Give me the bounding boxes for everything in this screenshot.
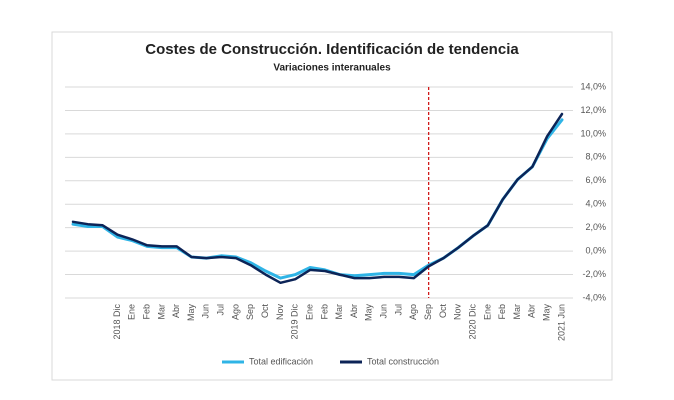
x-tick-label: Jul bbox=[216, 304, 226, 316]
x-tick-label: 2018 Dic bbox=[112, 304, 122, 340]
x-tick-label: Nov bbox=[453, 304, 463, 321]
x-tick-label: Nov bbox=[275, 304, 285, 321]
x-tick-label: Abr bbox=[527, 304, 537, 318]
x-tick-label: Ene bbox=[482, 304, 492, 320]
y-tick-label: 14,0% bbox=[580, 81, 606, 91]
x-tick-label: Oct bbox=[260, 304, 270, 319]
x-tick-label: Ene bbox=[127, 304, 137, 320]
x-tick-label: Feb bbox=[497, 304, 507, 320]
chart-frame bbox=[51, 31, 613, 381]
line-series bbox=[71, 112, 564, 285]
x-tick-label: Mar bbox=[156, 304, 166, 320]
x-tick-label: Ene bbox=[304, 304, 314, 320]
x-tick-label: Sep bbox=[423, 304, 433, 320]
x-tick-label: Abr bbox=[349, 304, 359, 318]
chart-subtitle: Variaciones interanuales bbox=[273, 63, 391, 74]
x-tick-label: 2020 Dic bbox=[467, 304, 477, 340]
y-tick-label: 6,0% bbox=[585, 175, 606, 185]
x-tick-label: Sep bbox=[245, 304, 255, 320]
legend-label: Total construcción bbox=[367, 356, 439, 366]
x-tick-label: Ago bbox=[408, 304, 418, 320]
chart-title: Costes de Construcción. Identificación d… bbox=[145, 41, 519, 58]
y-tick-label: -4,0% bbox=[582, 292, 606, 302]
legend-label: Total edificación bbox=[249, 356, 313, 366]
x-tick-label: Mar bbox=[512, 304, 522, 320]
x-tick-label: Abr bbox=[171, 304, 181, 318]
x-tick-label: 2021 Jun bbox=[556, 304, 566, 341]
y-tick-label: 4,0% bbox=[585, 199, 606, 209]
x-tick-label: Oct bbox=[438, 304, 448, 319]
y-tick-label: 0,0% bbox=[585, 245, 606, 255]
x-tick-label: May bbox=[186, 304, 196, 322]
x-tick-label: Mar bbox=[334, 304, 344, 320]
x-tick-label: Ago bbox=[230, 304, 240, 320]
y-tick-label: -2,0% bbox=[582, 269, 606, 279]
y-tick-label: 10,0% bbox=[580, 128, 606, 138]
y-tick-label: 2,0% bbox=[585, 222, 606, 232]
x-tick-label: 2019 Dic bbox=[290, 304, 300, 340]
x-tick-label: Jul bbox=[393, 304, 403, 316]
x-tick-label: May bbox=[364, 304, 374, 322]
x-tick-label: Feb bbox=[141, 304, 151, 320]
x-tick-label: May bbox=[542, 304, 552, 322]
x-tick-label: Jun bbox=[201, 304, 211, 319]
x-tick-label: Feb bbox=[319, 304, 329, 320]
y-tick-label: 8,0% bbox=[585, 152, 606, 162]
x-tick-label: Jun bbox=[379, 304, 389, 319]
y-tick-label: 12,0% bbox=[580, 105, 606, 115]
